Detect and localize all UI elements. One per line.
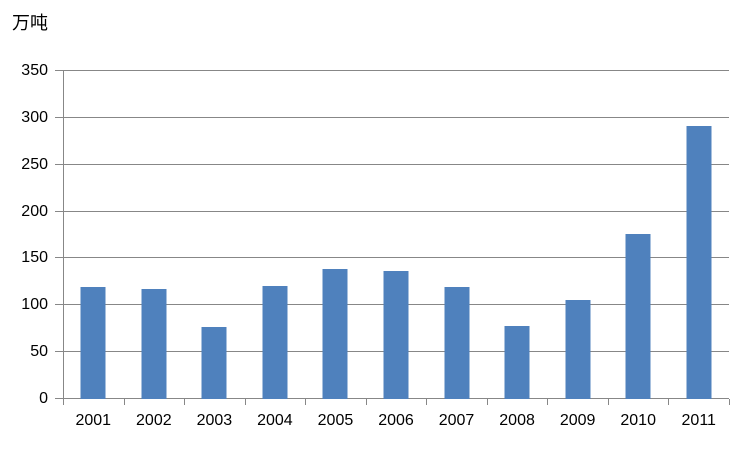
x-axis-tick-label: 2004 — [257, 412, 293, 429]
x-axis-tick-label: 2011 — [681, 412, 716, 429]
x-axis-tick — [547, 399, 549, 405]
x-axis-tick — [486, 399, 488, 405]
y-axis-tick-label: 250 — [21, 155, 48, 173]
bar — [565, 299, 591, 399]
x-axis-tick-label: 2006 — [378, 412, 414, 429]
y-axis-tick-label: 300 — [21, 108, 48, 126]
plot-area: 0 50 100 150 200 250 300 350 2001 2002 2003 2004 200… — [21, 63, 730, 429]
y-axis-tick — [55, 398, 63, 399]
gridline — [63, 210, 729, 212]
x-axis-tick-label: 2009 — [559, 412, 596, 429]
bar — [141, 289, 167, 399]
y-axis-tick — [55, 304, 63, 306]
y-axis-tick-label: 50 — [30, 343, 48, 361]
x-axis-tick — [63, 399, 64, 405]
gridline — [63, 257, 729, 259]
x-axis-tick-label: 2001 — [75, 412, 112, 429]
y-axis-tick-label: 150 — [21, 249, 48, 267]
x-axis-tick — [244, 399, 246, 405]
gridline — [63, 163, 729, 165]
bar — [383, 270, 409, 399]
x-axis-tick — [123, 399, 125, 405]
x-axis-tick-label: 2005 — [317, 412, 354, 429]
y-axis-tick-label: 0 — [39, 390, 48, 407]
y-axis-line — [63, 71, 64, 399]
bar — [201, 326, 227, 399]
x-axis-tick-label: 2003 — [196, 412, 233, 429]
bar — [625, 234, 651, 399]
x-axis-tick-label: 2007 — [438, 412, 475, 429]
x-axis-tick-label: 2008 — [499, 412, 535, 429]
y-axis-tick — [55, 257, 63, 259]
y-axis-tick — [55, 70, 63, 71]
gridline — [63, 70, 729, 71]
x-axis-tick — [668, 399, 670, 405]
x-axis-tick — [607, 399, 609, 405]
y-axis-unit-label: 万吨 — [12, 13, 48, 33]
y-axis-tick — [55, 116, 63, 118]
x-axis-tick-label: 2002 — [136, 412, 172, 429]
bar — [262, 285, 288, 399]
gridline — [63, 116, 729, 118]
y-axis-tick — [55, 163, 63, 165]
bar — [80, 286, 106, 399]
bar — [504, 325, 530, 399]
y-axis-tick-label: 350 — [21, 62, 48, 79]
bar — [322, 268, 348, 399]
x-axis-tick — [365, 399, 367, 405]
y-axis-tick — [55, 210, 63, 212]
x-axis-tick — [426, 399, 428, 405]
x-axis-tick — [184, 399, 186, 405]
bar — [686, 126, 712, 399]
x-axis-tick-label: 2010 — [620, 412, 656, 429]
y-axis-tick-label: 200 — [21, 202, 48, 220]
x-axis-tick — [729, 399, 730, 405]
y-axis-tick — [55, 351, 63, 353]
bar — [444, 287, 470, 399]
y-axis-tick-label: 100 — [21, 296, 48, 314]
x-axis-tick — [305, 399, 307, 405]
